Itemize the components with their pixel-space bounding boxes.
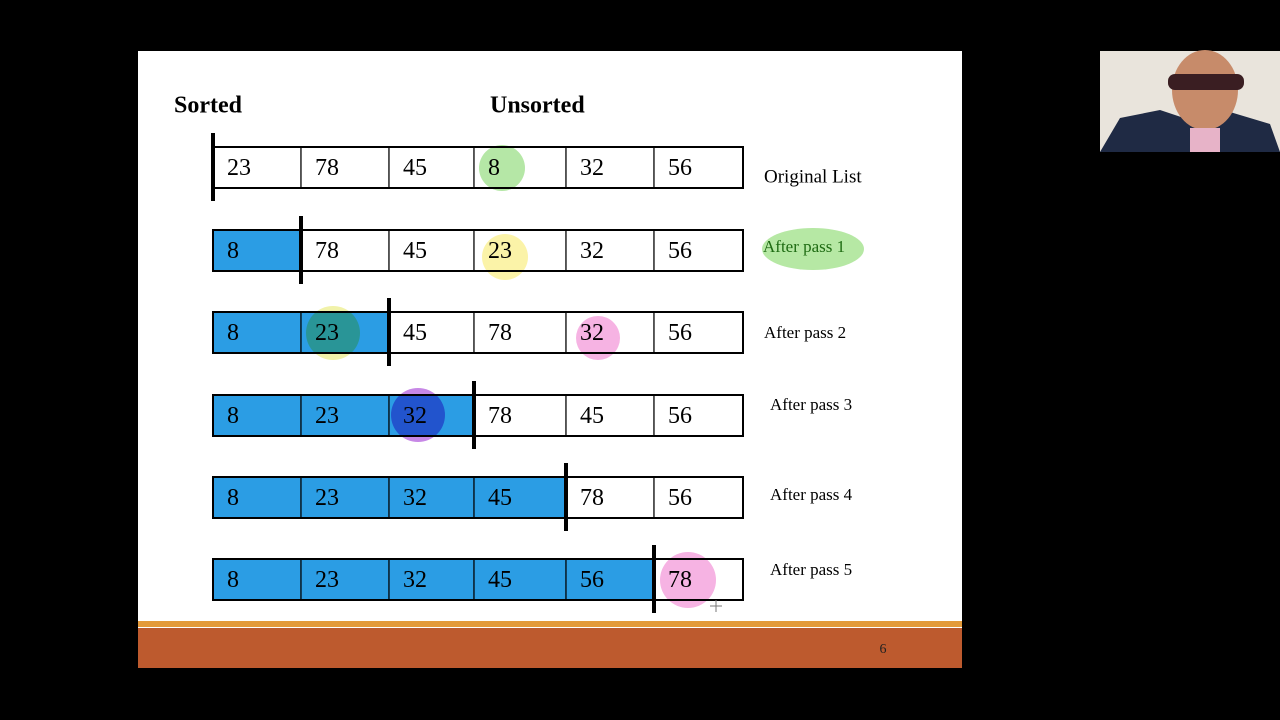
webcam (1100, 50, 1280, 152)
cursor (710, 600, 722, 612)
cell-value: 78 (488, 320, 512, 346)
highlight-purple (391, 388, 445, 442)
row-border (212, 394, 744, 437)
cell-value: 56 (668, 403, 692, 429)
cell-value: 56 (580, 567, 604, 593)
cell (473, 476, 567, 519)
cell (653, 146, 744, 189)
cell-value: 23 (227, 155, 251, 181)
pass-label: Original List (764, 166, 862, 187)
cell-value: 32 (403, 485, 427, 511)
cell-value: 23 (315, 567, 339, 593)
cell-value: 23 (315, 403, 339, 429)
cell-value: 32 (580, 238, 604, 264)
cell-value: 32 (580, 155, 604, 181)
cell-value: 56 (668, 320, 692, 346)
cell-value: 8 (227, 485, 239, 511)
highlight-yellow (482, 234, 528, 280)
cell (653, 394, 744, 437)
highlight-yellow (306, 306, 360, 360)
cell (300, 476, 390, 519)
cell (653, 229, 744, 272)
cell (388, 311, 475, 354)
cell-value: 23 (315, 485, 339, 511)
cell-value: 56 (668, 485, 692, 511)
cell (388, 146, 475, 189)
cell (388, 476, 475, 519)
pass-label: After pass 1 (763, 237, 845, 256)
cell (473, 311, 567, 354)
cell-value: 32 (403, 567, 427, 593)
highlight-green (479, 145, 525, 191)
row: 8 23 32 45 78 56 After pass 4 (212, 463, 853, 531)
cell-value: 78 (580, 485, 604, 511)
pass-label: After pass 2 (764, 323, 846, 342)
cell (388, 229, 475, 272)
cell-value: 8 (227, 403, 239, 429)
pass-label: After pass 3 (770, 395, 852, 414)
label-highlight (762, 228, 864, 270)
pass-label: After pass 4 (770, 485, 853, 504)
cell-value: 8 (227, 320, 239, 346)
row-border (212, 558, 744, 601)
footer-line (138, 621, 962, 627)
cell-value: 45 (403, 320, 427, 346)
cell-value: 45 (488, 567, 512, 593)
cell-value: 45 (488, 485, 512, 511)
cell (565, 476, 655, 519)
cell-value: 56 (668, 238, 692, 264)
cell-value: 8 (227, 238, 239, 264)
cell-value: 78 (315, 238, 339, 264)
footer-band (138, 628, 962, 668)
unsorted-heading: Unsorted (490, 93, 585, 119)
row-border (212, 476, 744, 519)
cell (388, 558, 475, 601)
cell-value: 78 (488, 403, 512, 429)
cell-value: 56 (668, 155, 692, 181)
cell-value: 8 (227, 567, 239, 593)
page-number: 6 (880, 642, 887, 657)
row-border (212, 229, 744, 272)
cell (565, 229, 655, 272)
webcam-shirt (1190, 128, 1220, 152)
highlight-pink (576, 316, 620, 360)
sorted-heading: Sorted (174, 93, 243, 119)
cell-value: 45 (403, 155, 427, 181)
row-border (212, 311, 744, 354)
cell-value: 78 (315, 155, 339, 181)
pass-label: After pass 5 (770, 560, 852, 579)
webcam-sunglasses (1168, 74, 1244, 90)
cell-value: 45 (580, 403, 604, 429)
highlights (306, 145, 716, 608)
cell-value: 45 (403, 238, 427, 264)
cell (300, 394, 390, 437)
highlight-pink (660, 552, 716, 608)
